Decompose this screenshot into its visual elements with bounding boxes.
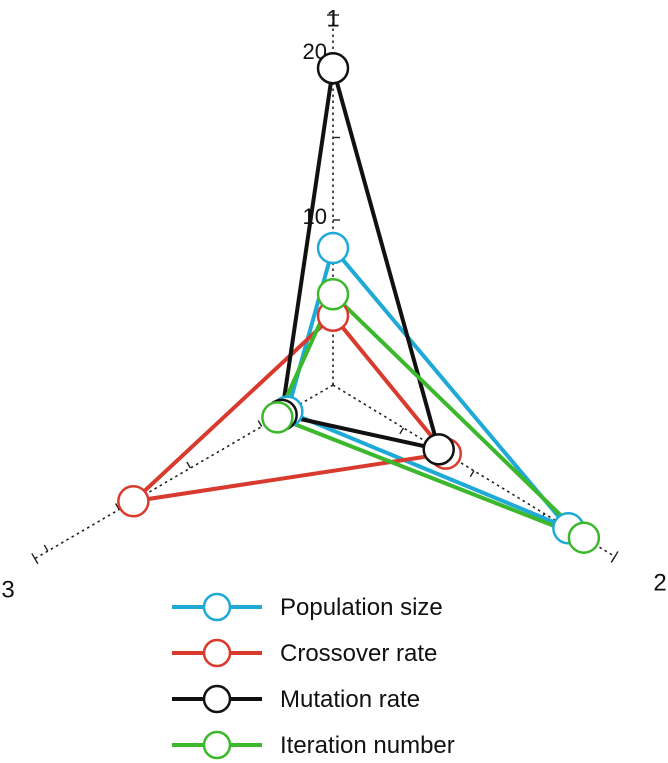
series-population-size-point bbox=[316, 231, 350, 265]
legend-mutation-rate-marker bbox=[202, 684, 232, 714]
axis-3-tick bbox=[114, 503, 120, 510]
legend-population-size-label: Population size bbox=[280, 594, 443, 621]
series-crossover-rate-point bbox=[117, 484, 150, 518]
axis-2-tick bbox=[469, 470, 475, 478]
series-iteration-number-point bbox=[316, 278, 350, 311]
axis-2-tick bbox=[399, 427, 405, 435]
series-layer bbox=[117, 51, 601, 554]
axis-3-tick bbox=[43, 544, 49, 552]
axis-3-tick bbox=[257, 420, 263, 427]
legend-iteration-number-marker bbox=[202, 730, 232, 760]
series-mutation-rate-point bbox=[316, 51, 350, 85]
series-population-size-line bbox=[284, 243, 570, 531]
axis-1-label: 1 bbox=[326, 5, 339, 32]
series-mutation-rate-point bbox=[422, 433, 455, 466]
series-iteration-number-line bbox=[274, 290, 586, 540]
axis-2-tick bbox=[610, 556, 616, 563]
series-mutation-rate-line bbox=[279, 67, 442, 453]
axis-3-end-tick bbox=[31, 553, 39, 565]
axis-2-label: 2 bbox=[653, 569, 666, 596]
legend-mutation-rate-label: Mutation rate bbox=[280, 686, 420, 713]
series-iteration-number-point bbox=[261, 401, 294, 434]
axis-3-label: 3 bbox=[1, 576, 14, 603]
legend-crossover-rate-marker bbox=[202, 638, 232, 668]
legend-crossover-rate-label: Crossover rate bbox=[280, 640, 437, 667]
series-iteration-number-point bbox=[567, 521, 601, 554]
tick-label: 10 bbox=[303, 204, 327, 229]
legend-population-size-marker bbox=[202, 592, 232, 622]
series-crossover-rate-line bbox=[127, 312, 450, 505]
axis-3-tick bbox=[186, 461, 192, 469]
legend: Population size Crossover rate Mutation ra… bbox=[172, 592, 455, 760]
legend-iteration-number-label: Iteration number bbox=[280, 732, 455, 759]
axis-2-line bbox=[332, 384, 616, 558]
